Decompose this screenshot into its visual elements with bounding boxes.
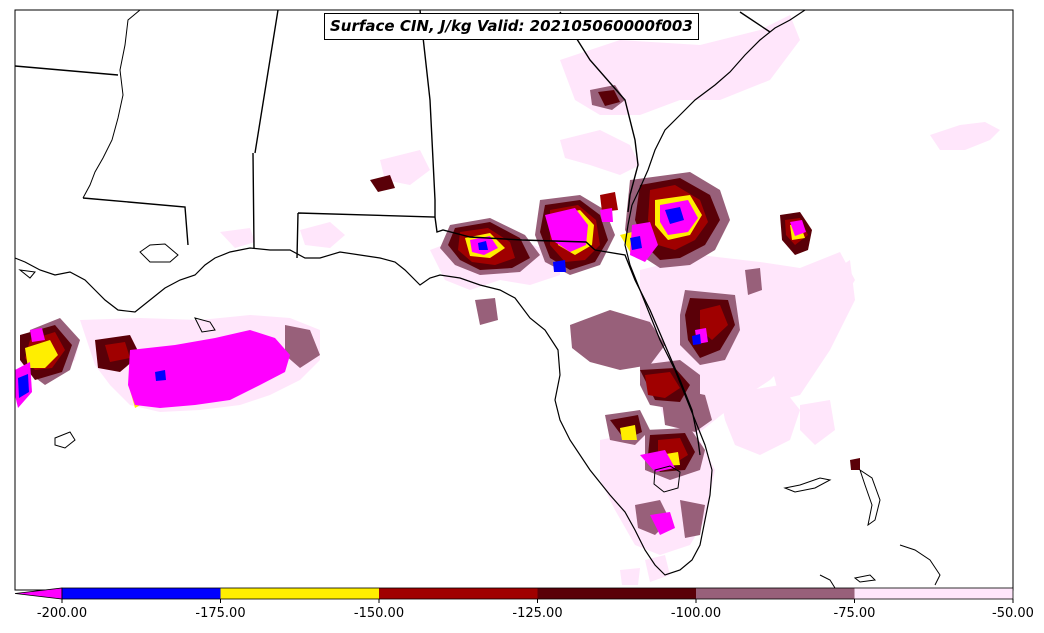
colorbar-tick-label: -50.00 bbox=[992, 606, 1034, 621]
colorbar-tick-label: -175.00 bbox=[195, 606, 246, 621]
colorbar-tick-label: -100.00 bbox=[670, 606, 722, 621]
bahamas-islands bbox=[783, 468, 941, 589]
colorbar-tick-label: -75.00 bbox=[833, 606, 876, 621]
colorbar-tick-label: -125.00 bbox=[512, 606, 563, 621]
mississippi-river bbox=[82, 9, 141, 199]
colorbar-tick-label: -150.00 bbox=[353, 606, 405, 621]
colorbar-bin bbox=[854, 588, 1013, 599]
atlantic-coastline bbox=[631, 9, 806, 206]
state-boundary-lines bbox=[14, 9, 771, 259]
florida-state-line bbox=[594, 249, 701, 456]
map-plot-area bbox=[15, 10, 1013, 590]
colorbar-bin bbox=[379, 588, 538, 599]
louisiana-coast-islands bbox=[18, 243, 216, 449]
map-title: Surface CIN, J/kg Valid: 202105060000f00… bbox=[324, 13, 699, 40]
geography-outlines bbox=[14, 9, 941, 589]
colorbar bbox=[14, 587, 1014, 603]
colorbar-bin bbox=[220, 588, 379, 599]
colorbar-bin bbox=[537, 588, 696, 599]
colorbar-bin bbox=[696, 588, 855, 599]
gulf-coastline bbox=[14, 204, 713, 576]
cin-blue-areas bbox=[18, 207, 701, 398]
colorbar-tick-label: -200.00 bbox=[36, 606, 88, 621]
lake-okeechobee bbox=[653, 465, 681, 493]
cin-shading-layer bbox=[15, 15, 1000, 585]
colorbar-bin bbox=[62, 588, 221, 599]
